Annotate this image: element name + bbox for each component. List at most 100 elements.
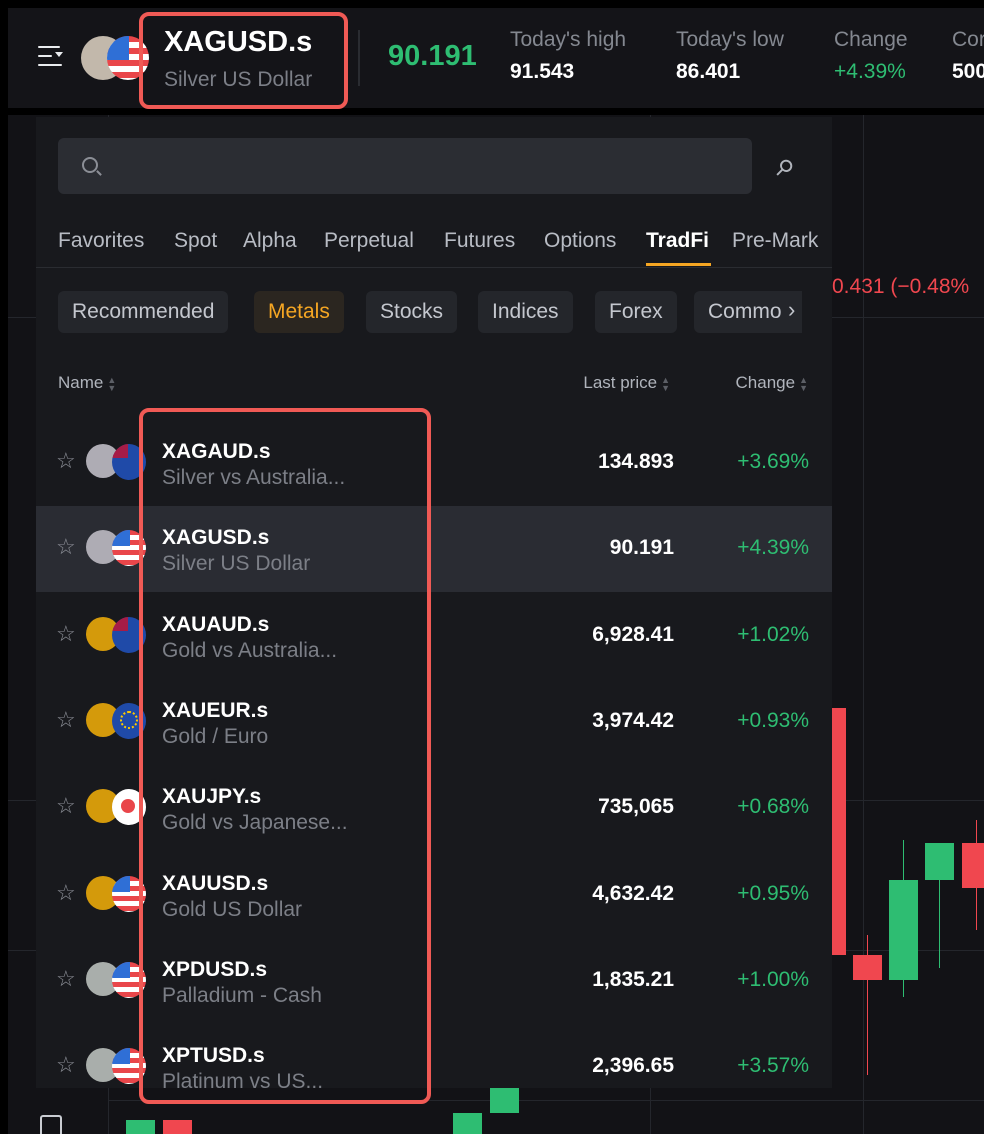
highlight-symbol-list	[139, 408, 431, 1104]
pair-icon	[86, 530, 146, 576]
active-tab-indicator	[646, 263, 711, 266]
row-price: 3,974.42	[592, 708, 674, 732]
pair-icon	[86, 961, 146, 1008]
highlight-header-symbol	[139, 12, 348, 109]
tabs-divider	[36, 267, 832, 268]
sort-icon: ▲ ▼	[799, 374, 808, 393]
chip-stocks[interactable]: Stocks	[366, 291, 458, 333]
stat-cor: Cor 500	[952, 28, 984, 83]
symbol-row[interactable]: ☆ XAGUSD.s Silver US Dollar 90.191 +4.39…	[36, 506, 832, 593]
row-price: 90.191	[609, 536, 674, 560]
row-symbol: XPDUSD.s	[162, 957, 268, 981]
candle	[853, 955, 882, 980]
tab-tradfi[interactable]: TradFi	[646, 229, 710, 252]
chip-commodities[interactable]: Commo	[694, 291, 802, 333]
symbol-row[interactable]: ☆ XAGAUD.s Silver vs Australia... 134.89…	[36, 420, 832, 506]
pair-icon	[86, 444, 146, 490]
tab-favorites[interactable]: Favorites	[58, 229, 145, 252]
candle	[867, 935, 868, 1075]
header-name: Silver US Dollar	[164, 68, 313, 91]
row-price: 735,065	[598, 795, 674, 819]
ticker-header: XAGUSD.s Silver US Dollar 90.191 Today's…	[8, 8, 984, 108]
price-change-label: 0.431 (−0.48%	[832, 275, 970, 298]
star-icon[interactable]: ☆	[56, 1052, 76, 1078]
star-icon[interactable]: ☆	[56, 620, 76, 646]
tab-alpha[interactable]: Alpha	[243, 229, 297, 252]
row-symbol: XAUEUR.s	[162, 698, 269, 722]
column-change[interactable]: Change ▲ ▼	[735, 373, 808, 393]
candle	[163, 1120, 192, 1134]
star-icon[interactable]: ☆	[56, 965, 76, 991]
row-name: Gold US Dollar	[162, 897, 303, 921]
row-price: 6,928.41	[592, 622, 674, 646]
row-price: 2,396.65	[592, 1054, 674, 1078]
row-change: +0.95%	[737, 881, 809, 905]
candle	[962, 843, 984, 888]
candle	[126, 1120, 155, 1134]
candle	[939, 843, 940, 968]
sort-icon: ▲ ▼	[661, 374, 670, 393]
search-icon	[82, 157, 98, 173]
pair-icon	[86, 702, 146, 749]
row-symbol: XAUJPY.s	[162, 785, 262, 809]
candle	[889, 880, 918, 980]
star-icon[interactable]: ☆	[56, 879, 76, 905]
row-change: +1.00%	[737, 967, 809, 991]
row-price: 1,835.21	[592, 967, 674, 991]
row-name: Gold / Euro	[162, 724, 269, 748]
star-icon[interactable]: ☆	[56, 706, 76, 732]
symbol-row[interactable]: ☆ XAUJPY.s Gold vs Japanese... 735,065 +…	[36, 765, 832, 851]
row-symbol: XAUUSD.s	[162, 871, 269, 895]
row-change: +0.68%	[737, 795, 809, 819]
tab-options[interactable]: Options	[544, 229, 617, 252]
pin-icon[interactable]: ⚲	[769, 153, 799, 183]
star-icon[interactable]: ☆	[56, 793, 76, 819]
pair-icon	[86, 875, 146, 922]
row-price: 134.893	[598, 450, 674, 473]
search-input[interactable]	[58, 138, 752, 194]
lock-icon[interactable]	[40, 1115, 62, 1134]
candle	[453, 1113, 482, 1134]
tab-futures[interactable]: Futures	[444, 229, 516, 252]
chip-recommended[interactable]: Recommended	[58, 291, 229, 333]
row-name: Silver US Dollar	[162, 552, 311, 576]
header-symbol[interactable]: XAGUSD.s	[164, 26, 313, 58]
row-name: Palladium - Cash	[162, 983, 322, 1007]
chip-indices[interactable]: Indices	[478, 291, 573, 333]
pair-icon	[86, 616, 146, 663]
row-name: Silver vs Australia...	[162, 466, 346, 489]
header-price: 90.191	[388, 40, 477, 72]
symbol-row[interactable]: ☆ XPTUSD.s Platinum vs US... 2,396.65 +3…	[36, 1024, 832, 1110]
row-symbol: XAGUSD.s	[162, 526, 270, 550]
chevron-right-icon[interactable]: ›	[788, 297, 796, 322]
row-symbol: XAUAUD.s	[162, 612, 270, 636]
pair-icon	[86, 1048, 146, 1094]
row-name: Platinum vs US...	[162, 1070, 324, 1094]
sort-icon: ▲ ▼	[107, 374, 117, 393]
stat-change: Change +4.39%	[834, 28, 908, 83]
tab-pre-market[interactable]: Pre-Mark	[732, 229, 819, 252]
tab-perpetual[interactable]: Perpetual	[324, 229, 414, 252]
row-change: +3.57%	[737, 1054, 809, 1078]
column-last-price[interactable]: Last price ▲ ▼	[583, 373, 670, 393]
row-change: +0.93%	[737, 708, 809, 732]
stat-high: Today's high 91.543	[510, 28, 627, 83]
row-name: Gold vs Australia...	[162, 638, 338, 662]
chip-forex[interactable]: Forex	[595, 291, 677, 333]
pair-icon	[86, 789, 146, 835]
symbol-row[interactable]: ☆ XAUUSD.s Gold US Dollar 4,632.42 +0.95…	[36, 852, 832, 938]
menu-icon[interactable]	[38, 46, 64, 70]
candle	[925, 843, 954, 880]
row-name: Gold vs Japanese...	[162, 811, 348, 835]
star-icon[interactable]: ☆	[56, 534, 76, 560]
divider	[358, 30, 360, 86]
pair-icon	[81, 36, 149, 82]
tab-spot[interactable]: Spot	[174, 229, 218, 252]
row-price: 4,632.42	[592, 881, 674, 905]
candle	[490, 1088, 519, 1113]
row-change: +1.02%	[737, 622, 809, 646]
row-symbol: XAGAUD.s	[162, 440, 271, 463]
chip-metals[interactable]: Metals	[254, 291, 344, 333]
star-icon[interactable]: ☆	[56, 448, 76, 473]
column-name[interactable]: Name ▲ ▼	[58, 373, 117, 393]
